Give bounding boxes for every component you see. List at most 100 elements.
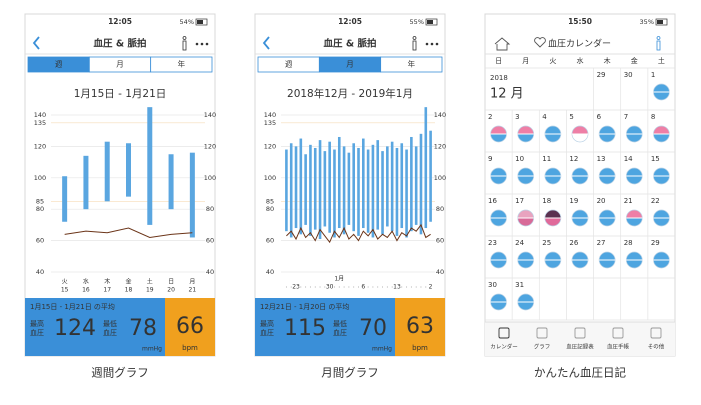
status-time: 12:05 <box>338 17 362 26</box>
reading-bottom[interactable] <box>544 260 561 268</box>
reading-bottom[interactable] <box>653 260 670 268</box>
reading-top[interactable] <box>599 210 616 218</box>
reading-bottom[interactable] <box>490 260 507 268</box>
x-tick-label: 16 <box>82 287 90 294</box>
reading-top[interactable] <box>626 126 643 134</box>
reading-bottom[interactable] <box>653 134 670 142</box>
reading-bottom[interactable] <box>599 134 616 142</box>
reading-bottom[interactable] <box>517 260 534 268</box>
tab-icon[interactable] <box>498 327 510 339</box>
reading-top[interactable] <box>490 252 507 260</box>
reading-bottom[interactable] <box>572 134 588 142</box>
period-tab[interactable] <box>380 56 443 73</box>
reading-bottom[interactable] <box>490 176 507 184</box>
bp-range-bar <box>342 146 346 235</box>
reading-top[interactable] <box>517 126 534 134</box>
reading-bottom[interactable] <box>517 302 534 310</box>
reading-bottom[interactable] <box>517 218 534 226</box>
reading-top[interactable] <box>517 210 534 218</box>
tab-icon[interactable] <box>574 327 586 339</box>
reading-top[interactable] <box>626 168 643 176</box>
back-button[interactable] <box>32 36 40 50</box>
reading-bottom[interactable] <box>544 134 561 142</box>
reading-top[interactable] <box>490 126 507 134</box>
reading-top[interactable] <box>572 252 588 260</box>
reading-top[interactable] <box>572 210 588 218</box>
reading-bottom[interactable] <box>599 176 616 184</box>
more-dot[interactable] <box>200 42 204 46</box>
reading-bottom[interactable] <box>626 134 643 142</box>
reading-top[interactable] <box>572 168 588 176</box>
reading-top[interactable] <box>626 252 643 260</box>
date-range: 1月15日 - 1月21日 <box>74 88 167 100</box>
target-label: 85 <box>36 197 44 205</box>
reading-bottom[interactable] <box>544 218 561 226</box>
more-dot[interactable] <box>425 42 429 46</box>
reading-top[interactable] <box>544 126 561 134</box>
reading-top[interactable] <box>653 168 670 176</box>
bp-range-bar <box>104 141 110 202</box>
reading-bottom[interactable] <box>599 218 616 226</box>
reading-bottom[interactable] <box>572 176 588 184</box>
reading-bottom[interactable] <box>626 218 643 226</box>
reading-bottom[interactable] <box>572 260 588 268</box>
reading-bottom[interactable] <box>599 260 616 268</box>
reading-top[interactable] <box>490 168 507 176</box>
reading-bottom[interactable] <box>653 92 670 100</box>
home-icon[interactable] <box>494 37 511 51</box>
info-icon-body[interactable] <box>412 40 417 51</box>
tab-icon[interactable] <box>650 327 662 339</box>
period-tab[interactable] <box>150 56 213 73</box>
reading-bottom[interactable] <box>490 302 507 310</box>
reading-top[interactable] <box>599 126 616 134</box>
reading-top[interactable] <box>572 126 588 134</box>
reading-top[interactable] <box>653 84 670 92</box>
reading-top[interactable] <box>490 294 507 302</box>
reading-top[interactable] <box>544 168 561 176</box>
reading-top[interactable] <box>626 210 643 218</box>
reading-bottom[interactable] <box>517 176 534 184</box>
reading-top[interactable] <box>599 168 616 176</box>
y-tick-label: 40 <box>266 268 274 276</box>
more-dot[interactable] <box>195 42 199 46</box>
reading-top[interactable] <box>653 252 670 260</box>
reading-top[interactable] <box>544 210 561 218</box>
reading-top[interactable] <box>517 294 534 302</box>
x-weekday-label: 水 <box>83 278 89 286</box>
reading-top[interactable] <box>517 252 534 260</box>
reading-top[interactable] <box>653 210 670 218</box>
day-number: 25 <box>542 239 551 247</box>
day-number: 5 <box>569 113 573 121</box>
bp-range-bar <box>313 147 317 230</box>
pulse-unit: bpm <box>412 344 428 352</box>
info-icon-body[interactable] <box>656 40 661 51</box>
more-dot[interactable] <box>430 42 434 46</box>
bp-range-bar <box>371 144 375 238</box>
day-number: 12 <box>569 155 578 163</box>
reading-bottom[interactable] <box>653 218 670 226</box>
more-dot[interactable] <box>435 42 439 46</box>
more-dot[interactable] <box>205 42 209 46</box>
day-number: 18 <box>542 197 551 205</box>
reading-top[interactable] <box>544 252 561 260</box>
tab-icon[interactable] <box>536 327 548 339</box>
reading-bottom[interactable] <box>626 260 643 268</box>
reading-top[interactable] <box>599 252 616 260</box>
reading-top[interactable] <box>517 168 534 176</box>
info-icon-body[interactable] <box>182 40 187 51</box>
back-button[interactable] <box>262 36 270 50</box>
reading-bottom[interactable] <box>626 176 643 184</box>
day-number: 28 <box>624 239 633 247</box>
reading-bottom[interactable] <box>544 176 561 184</box>
reading-top[interactable] <box>490 210 507 218</box>
reading-bottom[interactable] <box>517 134 534 142</box>
x-tick-dot <box>358 286 359 288</box>
reading-bottom[interactable] <box>490 218 507 226</box>
x-tick-dot <box>319 286 321 288</box>
tab-icon[interactable] <box>612 327 624 339</box>
reading-bottom[interactable] <box>653 176 670 184</box>
reading-top[interactable] <box>653 126 670 134</box>
reading-bottom[interactable] <box>572 218 588 226</box>
reading-bottom[interactable] <box>490 134 507 142</box>
